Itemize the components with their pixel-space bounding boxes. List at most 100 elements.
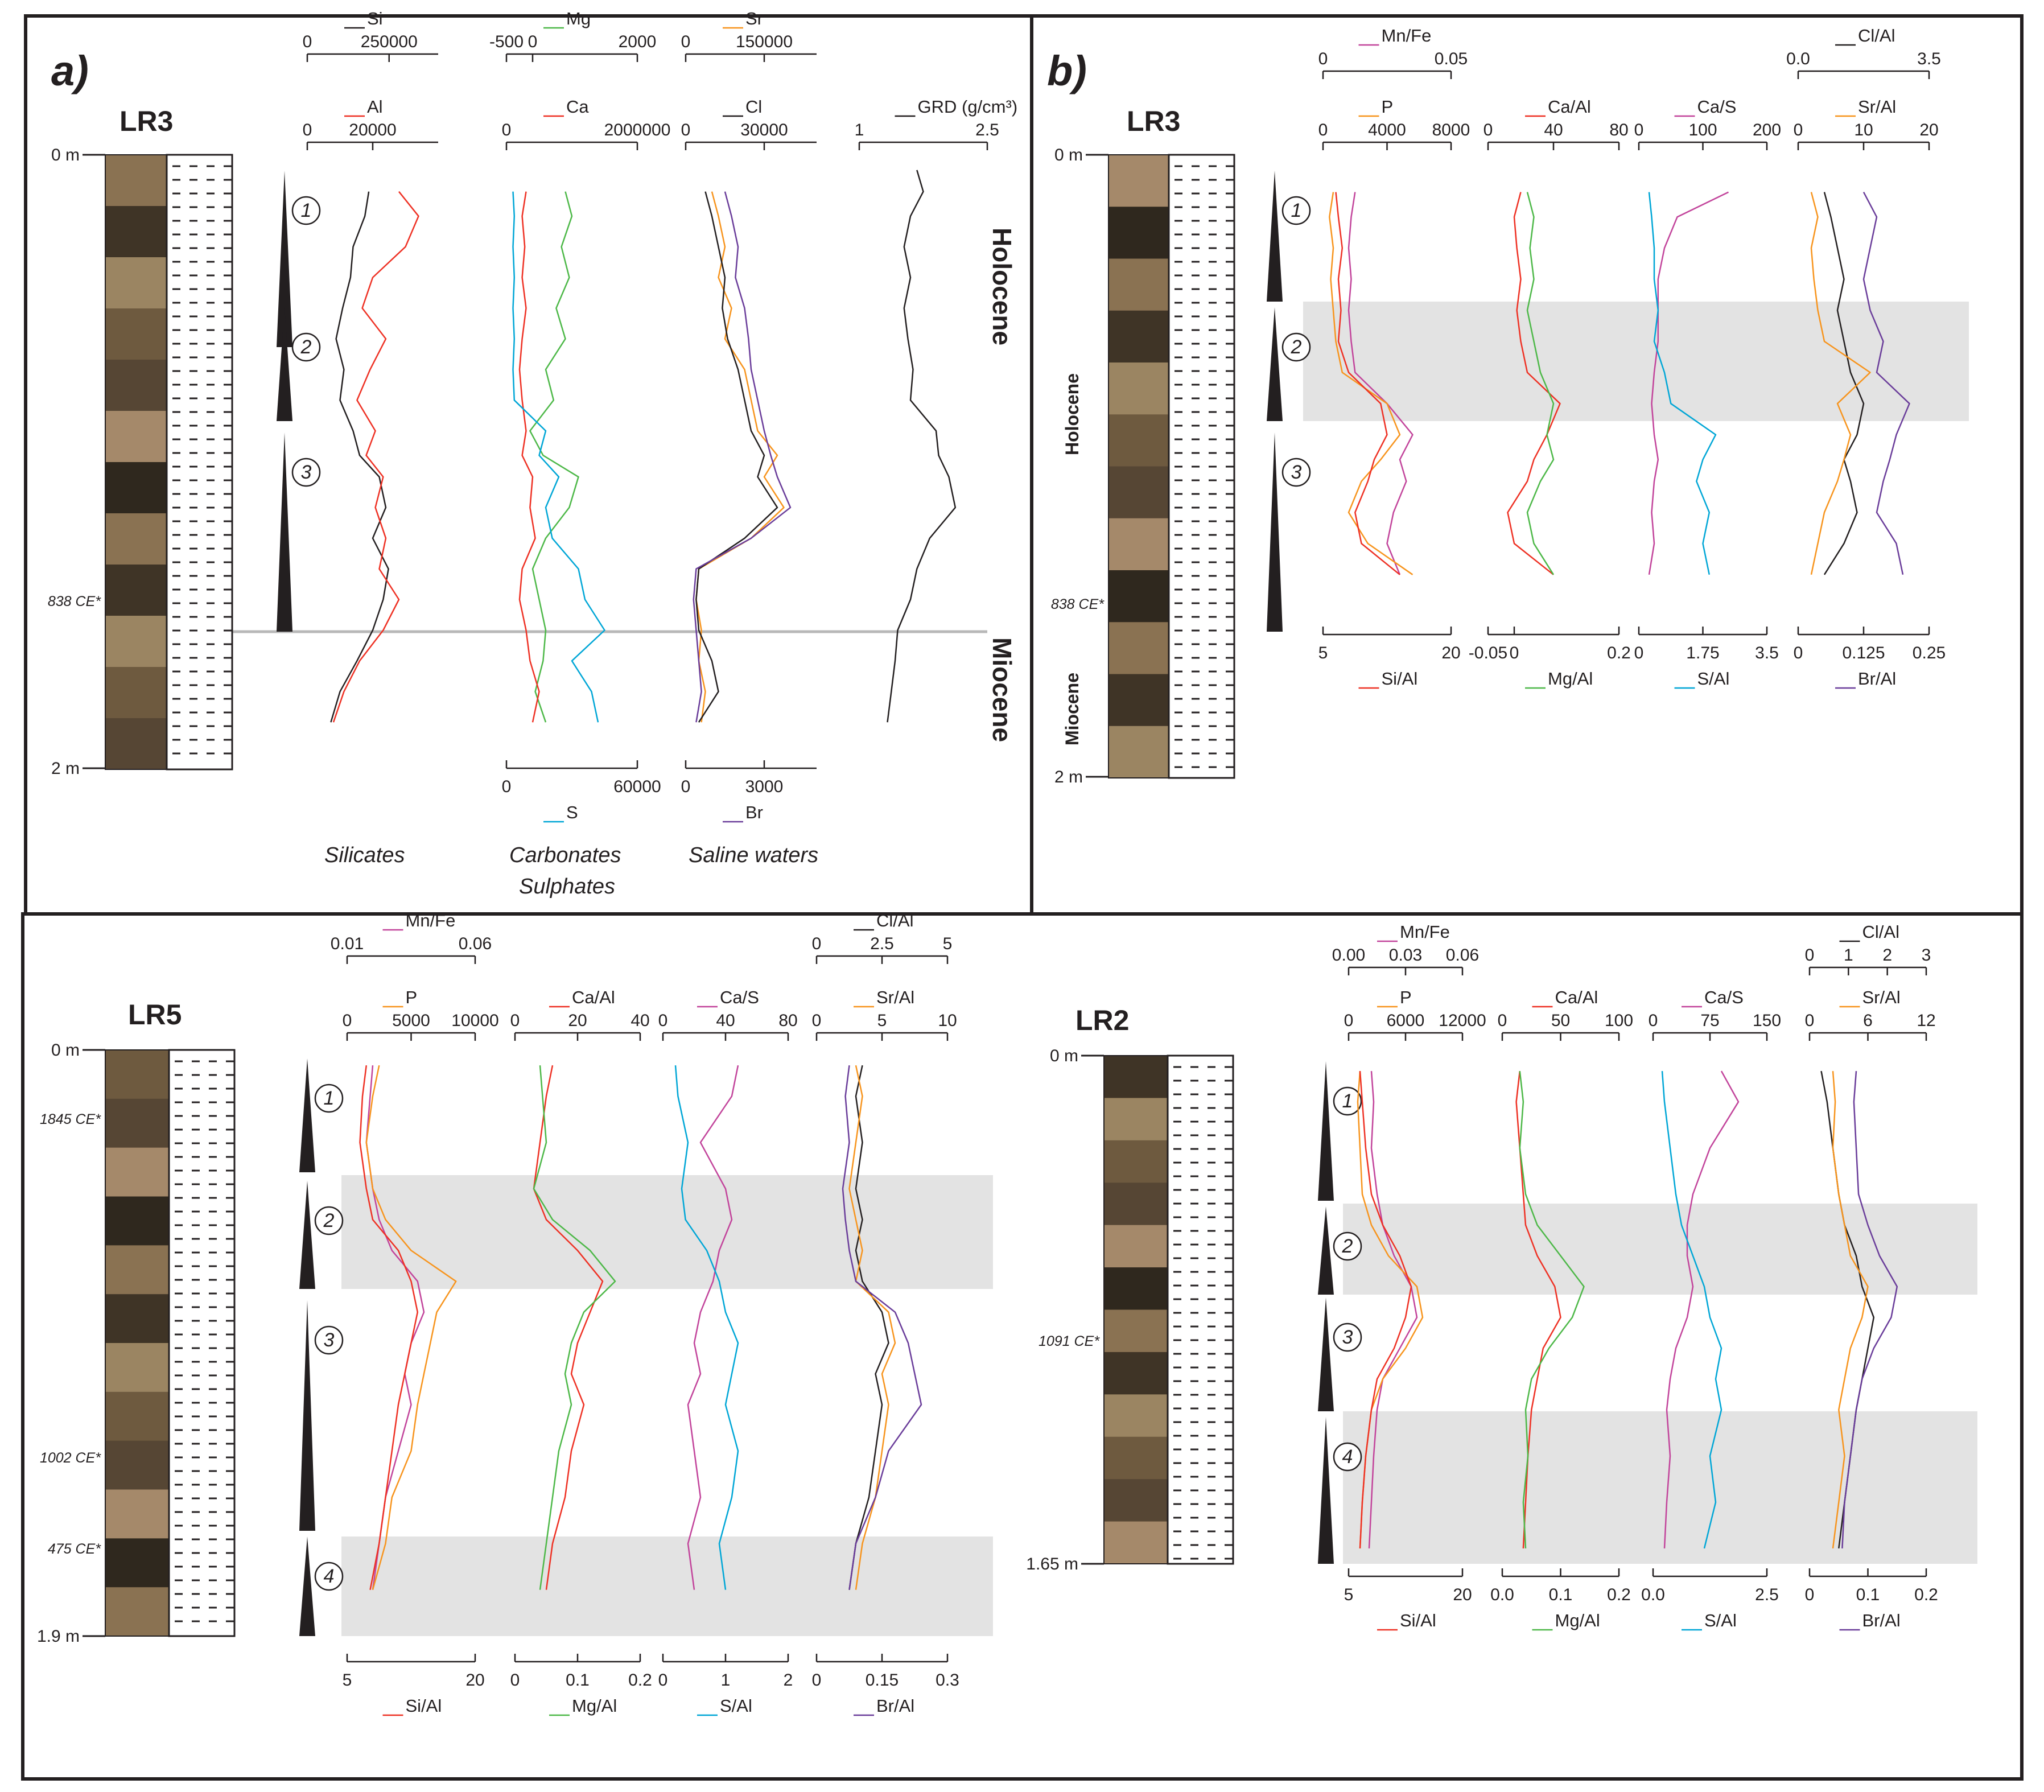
axis-name: P xyxy=(1382,97,1394,117)
axis-BrAl: 0 0.15 0.3 Br/Al xyxy=(812,1654,959,1716)
unit-3: 3 xyxy=(1267,432,1311,632)
depth-label: 0 m xyxy=(1054,146,1083,164)
tick-label: 0.2 xyxy=(1914,1585,1938,1604)
tick-label: 10000 xyxy=(451,1011,498,1030)
tick-label: 0 xyxy=(303,121,312,139)
track-2: 0 50 100 Ca/Al 0.0 0.1 0.2 Mg/Al xyxy=(1490,987,1633,1631)
depth-label: 2 m xyxy=(1054,768,1083,786)
axis-name: Br/Al xyxy=(1858,669,1896,689)
unit-number: 2 xyxy=(1291,336,1302,358)
tick-label: 1 xyxy=(1844,946,1853,965)
core-photo-band xyxy=(1108,362,1169,415)
tick-label: 1 xyxy=(855,121,864,139)
tick-label: 20000 xyxy=(349,121,396,139)
tick-label: 150 xyxy=(1753,1011,1781,1030)
series-CaAl xyxy=(533,1065,604,1590)
unit-2: 2 xyxy=(277,307,321,421)
tick-label: -0.05 xyxy=(1469,644,1507,662)
axis-name: S/Al xyxy=(1697,669,1730,689)
axis-CaAl: 0 40 80 Ca/Al xyxy=(1483,97,1629,150)
core-photo-band xyxy=(1104,1521,1168,1564)
tick-label: 0 xyxy=(1634,121,1644,139)
tick-label: 50 xyxy=(1551,1011,1570,1030)
core-photo-band xyxy=(105,565,167,616)
core-photo-band xyxy=(105,1489,169,1539)
unit-circle xyxy=(1333,1231,1362,1261)
series-Al xyxy=(332,191,419,723)
group-sulphates: Sulphates xyxy=(519,875,615,899)
tick-label: 5000 xyxy=(392,1011,430,1030)
tick-label: 0 xyxy=(1634,644,1644,662)
track-1: 0.00 0.03 0.06 Mn/Fe 0 6000 12000 P 5 20 Si/Al xyxy=(1332,922,1486,1631)
unit-shading-2 xyxy=(1343,1411,1977,1564)
axis-SAl: 0 1 2 S/Al xyxy=(658,1654,793,1716)
tick-label: 0.2 xyxy=(1607,1585,1631,1604)
unit-4: 4 xyxy=(1318,1417,1362,1564)
axis-SiAl: 5 20 Si/Al xyxy=(1344,1568,1472,1631)
unit-3: 3 xyxy=(1318,1297,1362,1411)
age-mark: 1002 CE* xyxy=(40,1450,101,1466)
unit-1: 1 xyxy=(299,1058,344,1172)
tick-label: 5 xyxy=(1344,1585,1354,1604)
depth-label: 0 m xyxy=(1050,1047,1078,1065)
series-Br xyxy=(693,191,792,723)
core-photo-band xyxy=(1104,1436,1168,1480)
core-photo-band xyxy=(1108,310,1169,363)
series-ClAl xyxy=(848,1065,889,1590)
series-MnFe xyxy=(1347,192,1414,575)
depth-label: 0 m xyxy=(51,146,80,164)
core-photo-band xyxy=(105,1587,169,1637)
core-photo-band xyxy=(105,411,167,463)
axis-name: S xyxy=(566,802,578,822)
unit-triangle xyxy=(277,171,292,347)
group-saline-waters: Saline waters xyxy=(689,843,818,867)
core-photo-band xyxy=(105,1343,169,1393)
tick-label: 80 xyxy=(1609,121,1628,139)
tick-label: 0.15 xyxy=(866,1671,899,1690)
axis-name: Si/Al xyxy=(1400,1610,1436,1630)
axis-MgAl: 0.0 0.1 0.2 Mg/Al xyxy=(1490,1568,1631,1631)
core-photo xyxy=(105,1049,170,1637)
tick-label: 0.25 xyxy=(1913,644,1946,662)
axis-name: Mn/Fe xyxy=(1382,26,1432,46)
epoch-holocene-a: Holocene xyxy=(987,228,1017,345)
unit-circle xyxy=(314,1325,344,1355)
series-MnFe xyxy=(365,1065,425,1590)
tick-label: 5 xyxy=(943,934,953,953)
core-photo-band xyxy=(1104,1098,1168,1141)
series-P xyxy=(365,1065,457,1591)
tick-label: 200 xyxy=(1753,121,1781,139)
unit-circle xyxy=(314,1206,344,1235)
core-label-d: LR2 xyxy=(1075,1004,1129,1036)
unit-circle xyxy=(1333,1086,1362,1116)
tick-label: 2000000 xyxy=(604,121,671,139)
tick-label: 1.75 xyxy=(1686,644,1719,662)
tick-label: 6 xyxy=(1863,1011,1873,1030)
unit-shading-1 xyxy=(341,1175,993,1289)
axis-name: Ca/S xyxy=(720,987,759,1007)
axis-Br: 0 3000 Br xyxy=(681,760,817,823)
axis-MgAl: 0 0.1 0.2 Mg/Al xyxy=(510,1654,652,1716)
unit-number: 3 xyxy=(301,462,312,483)
tick-label: 0 xyxy=(1318,50,1328,68)
axis-BrAl: 0 0.125 0.25 Br/Al xyxy=(1794,627,1946,689)
unit-triangle xyxy=(1267,171,1283,302)
core-photo-band xyxy=(105,308,167,360)
core-photo xyxy=(105,154,167,770)
tick-label: 0 xyxy=(510,1671,520,1690)
tick-label: 0 xyxy=(510,1011,520,1030)
axis-CaS: 0 100 200 Ca/S xyxy=(1634,97,1781,150)
tick-label: 0 xyxy=(1510,644,1519,662)
core-photo-band xyxy=(1108,570,1169,623)
core-photo-band xyxy=(105,360,167,411)
series-SiAl xyxy=(1335,192,1400,575)
core-photo-band xyxy=(105,1196,169,1246)
tick-label: 0 xyxy=(812,1671,822,1690)
unit-circle xyxy=(1281,458,1311,487)
tick-label: 100 xyxy=(1688,121,1717,139)
axis-name: P xyxy=(406,987,418,1007)
tick-label: 0 xyxy=(681,32,691,51)
lithology-column xyxy=(1168,154,1235,779)
